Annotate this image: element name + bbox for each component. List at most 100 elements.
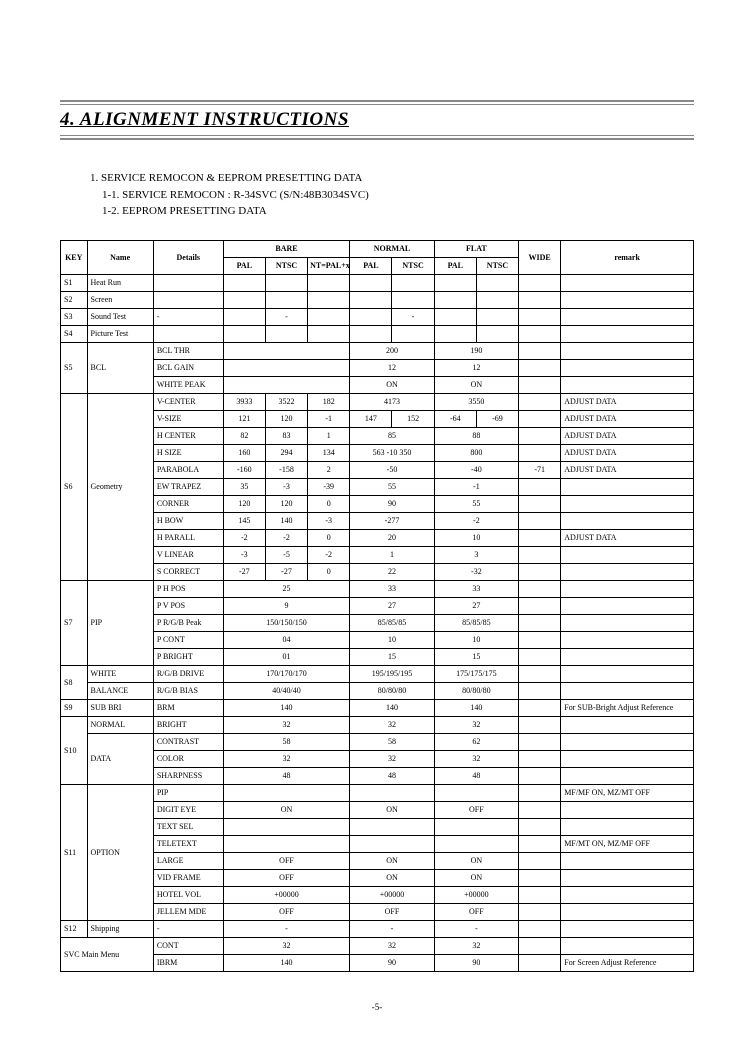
cell: S10 [61,716,88,784]
cell [350,835,434,852]
cell: H CENTER [153,427,223,444]
cell: S4 [61,325,88,342]
cell: BCL THR [153,342,223,359]
section-title: 4. ALIGNMENT INSTRUCTIONS [60,109,694,131]
table-row: TEXT SEL [61,818,694,835]
cell: -39 [308,478,350,495]
cell: CONT [153,937,223,954]
cell: 3522 [265,393,307,410]
cell [519,716,561,733]
th-normal: NORMAL [350,240,434,257]
cell: 152 [392,410,434,427]
cell: -3 [223,546,265,563]
table-row: H BOW145140-3-277-2 [61,512,694,529]
cell [561,546,694,563]
cell: - [265,308,307,325]
cell [519,733,561,750]
cell [561,478,694,495]
cell [519,529,561,546]
cell: 58 [350,733,434,750]
cell [223,784,350,801]
table-row: PARABOLA-160-1582-50-40-71ADJUST DATA [61,461,694,478]
cell [519,427,561,444]
table-body: S1Heat RunS2ScreenS3Sound Test---S4Pictu… [61,274,694,971]
cell: -2 [308,546,350,563]
cell: CONTRAST [153,733,223,750]
cell [519,665,561,682]
cell: 85/85/85 [434,614,518,631]
cell [519,274,561,291]
cell [519,767,561,784]
cell [561,614,694,631]
cell [519,750,561,767]
cell [519,597,561,614]
table-row: WHITE PEAKONON [61,376,694,393]
cell: 40/40/40 [223,682,350,699]
cell: -32 [434,563,518,580]
cell: TELETEXT [153,835,223,852]
cell: For Screen Adjust Reference [561,954,694,971]
table-row: S9SUB BRIBRM140140140For SUB-Bright Adju… [61,699,694,716]
cell [561,886,694,903]
cell: - [434,920,518,937]
cell: JELLEM MDE [153,903,223,920]
cell: 140 [265,512,307,529]
cell: 140 [223,954,350,971]
cell: WHITE [87,665,153,682]
cell: S11 [61,784,88,920]
cell: 15 [350,648,434,665]
cell: S1 [61,274,88,291]
cell: 563 -10 350 [350,444,434,461]
table-row: P BRIGHT011515 [61,648,694,665]
table-row: S2Screen [61,291,694,308]
cell [223,359,350,376]
cell: SUB BRI [87,699,153,716]
cell: Shipping [87,920,153,937]
cell [350,274,392,291]
cell [434,274,476,291]
cell [476,325,518,342]
cell [519,410,561,427]
cell: 1 [350,546,434,563]
cell: 0 [308,495,350,512]
th-details: Details [153,240,223,274]
cell: S12 [61,920,88,937]
cell: 160 [223,444,265,461]
cell: 27 [350,597,434,614]
cell: V-CENTER [153,393,223,410]
cell: 120 [265,495,307,512]
cell [561,563,694,580]
cell: BALANCE [87,682,153,699]
cell: 15 [434,648,518,665]
table-row: S CORRECT-27-27022-32 [61,563,694,580]
table-row: S10NORMALBRIGHT323232 [61,716,694,733]
cell: PIP [87,580,153,665]
cell: TEXT SEL [153,818,223,835]
th-bare-ntsc: NTSC [265,257,307,274]
cell [434,325,476,342]
cell: S8 [61,665,88,699]
cell [561,733,694,750]
cell [153,274,223,291]
cell: CORNER [153,495,223,512]
cell: H PARALL [153,529,223,546]
cell [519,291,561,308]
cell: 147 [350,410,392,427]
cell: 121 [223,410,265,427]
cell: S CORRECT [153,563,223,580]
cell: 01 [223,648,350,665]
cell: VID FRAME [153,869,223,886]
cell [223,818,350,835]
cell: 3550 [434,393,518,410]
cell: 32 [350,716,434,733]
cell: OFF [434,801,518,818]
cell [519,937,561,954]
cell [223,291,265,308]
cell: BRM [153,699,223,716]
cell [561,359,694,376]
cell: 10 [434,631,518,648]
cell: 145 [223,512,265,529]
cell: ON [350,869,434,886]
table-row: H CENTER828318588ADJUST DATA [61,427,694,444]
cell [350,325,392,342]
